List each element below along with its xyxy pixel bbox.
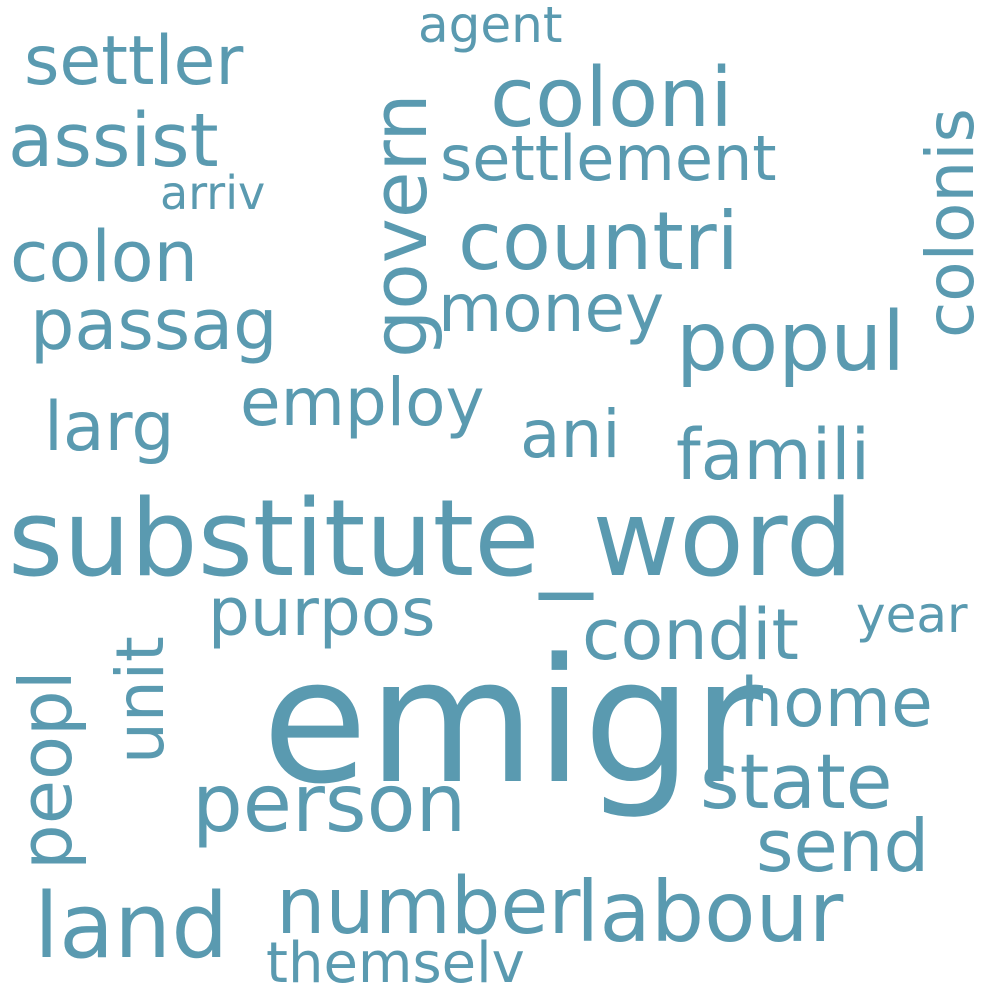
word-govern: govern <box>355 93 444 358</box>
word-state: state <box>700 737 893 826</box>
word-settlement: settlement <box>440 122 777 195</box>
word-condit: condit <box>582 594 800 676</box>
word-assist: assist <box>8 98 219 184</box>
word-arriv: arriv <box>160 166 266 220</box>
word-unit: unit <box>102 636 179 764</box>
word-ani: ani <box>520 396 621 473</box>
word-coloni: coloni <box>490 51 733 146</box>
word-agent: agent <box>418 0 563 54</box>
word-passag: passag <box>30 284 278 366</box>
word-emigr: emigr <box>262 621 764 822</box>
word-famili: famili <box>676 414 871 496</box>
word-purpos: purpos <box>208 574 436 651</box>
word-year: year <box>856 586 968 644</box>
word-substitute-word: substitute_word <box>8 477 853 600</box>
word-themselv: themselv <box>266 931 525 996</box>
word-number: number <box>276 862 581 952</box>
word-peopl: peopl <box>4 670 88 870</box>
word-settler: settler <box>24 22 244 101</box>
word-labour: labour <box>576 863 844 961</box>
word-land: land <box>34 874 229 979</box>
word-employ: employ <box>240 364 485 441</box>
word-larg: larg <box>44 388 175 467</box>
word-colon: colon <box>10 216 198 298</box>
word-send: send <box>756 804 930 888</box>
word-popul: popul <box>676 295 906 390</box>
word-person: person <box>192 757 467 850</box>
word-money: money <box>438 270 665 347</box>
word-home: home <box>740 664 933 743</box>
word-countri: countri <box>458 195 739 288</box>
word-colonis: colonis <box>912 108 989 338</box>
